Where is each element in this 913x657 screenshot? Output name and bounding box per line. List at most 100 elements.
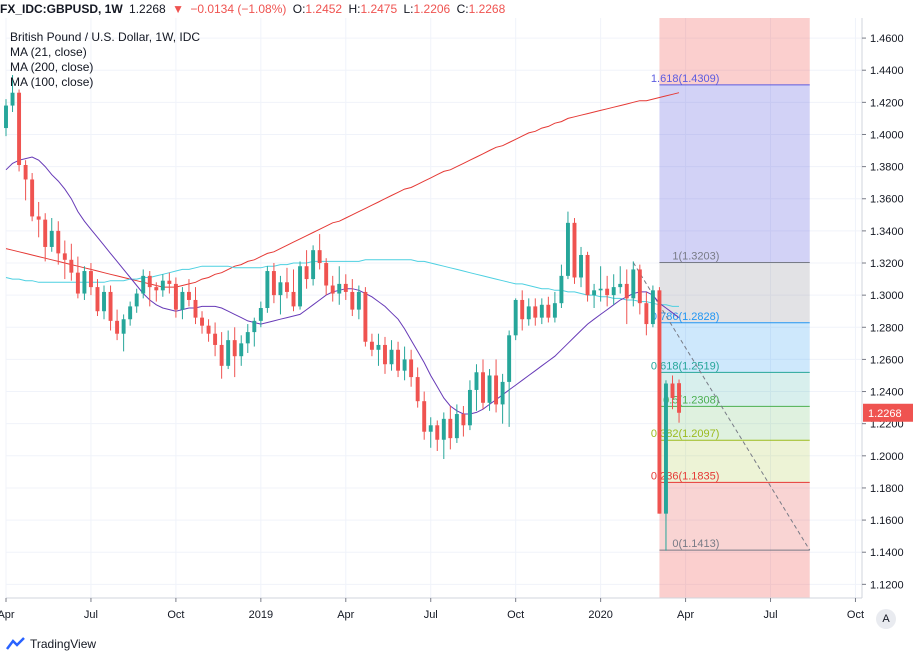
x-tick-label: Oct xyxy=(507,609,524,621)
candle-body xyxy=(605,288,610,296)
candle-body xyxy=(56,230,61,254)
brand-name[interactable]: TradingView xyxy=(30,637,97,651)
candle xyxy=(533,298,538,326)
candle xyxy=(611,274,616,305)
symbol-name[interactable]: FX_IDC:GBPUSD, 1W xyxy=(0,2,123,16)
candle-body xyxy=(337,283,342,294)
close-label: C: xyxy=(456,2,469,16)
candle xyxy=(481,359,485,410)
candle-body xyxy=(232,340,237,357)
candle xyxy=(75,256,80,299)
x-tick-label: Jul xyxy=(84,609,98,621)
candle xyxy=(343,274,348,300)
candle xyxy=(409,349,414,387)
legend-ma200[interactable]: MA (200, close) xyxy=(10,60,94,74)
candle-body xyxy=(160,280,165,291)
open-value: 1.2452 xyxy=(305,2,343,16)
candle-body xyxy=(134,293,139,307)
candle xyxy=(36,201,41,238)
candle-body xyxy=(657,290,662,514)
candle-body xyxy=(441,418,446,440)
candle xyxy=(579,246,583,288)
candle-body xyxy=(644,303,649,325)
fib-trend-line xyxy=(632,262,811,551)
candle-body xyxy=(409,359,414,378)
candle xyxy=(30,173,35,222)
candle-body xyxy=(278,282,283,296)
fib-zone xyxy=(659,372,810,407)
instrument-title[interactable]: British Pound / U.S. Dollar, 1W, IDC xyxy=(10,30,201,44)
candle xyxy=(624,269,629,325)
low-label: L: xyxy=(403,2,414,16)
candle-body xyxy=(317,250,322,264)
candle xyxy=(258,301,263,328)
candle-body xyxy=(435,425,440,440)
candle xyxy=(193,287,198,325)
candle-body xyxy=(271,271,276,296)
candle xyxy=(17,89,22,172)
candle-body xyxy=(75,272,80,294)
candle xyxy=(317,234,322,270)
candle-body xyxy=(356,291,361,310)
candle-body xyxy=(481,372,485,403)
candle xyxy=(278,275,283,315)
candle-body xyxy=(213,333,218,345)
candle xyxy=(552,291,557,323)
candle xyxy=(226,330,231,370)
open-label: O: xyxy=(292,2,306,16)
candle xyxy=(271,263,276,304)
candle-body xyxy=(585,254,590,296)
candle-body xyxy=(369,341,374,350)
candle-body xyxy=(650,290,655,325)
candle xyxy=(219,332,224,379)
candle xyxy=(49,218,54,252)
candle xyxy=(141,269,146,299)
candle xyxy=(154,282,159,302)
legend-ma100[interactable]: MA (100, close) xyxy=(10,75,94,89)
ma21-line xyxy=(5,156,680,415)
chart-legend: British Pound / U.S. Dollar, 1W, IDC MA … xyxy=(10,30,200,90)
candle xyxy=(200,311,204,334)
candle-body xyxy=(670,383,675,398)
fib-zone xyxy=(659,550,810,598)
candle xyxy=(526,298,531,326)
candle xyxy=(546,296,551,323)
candle xyxy=(95,279,100,317)
candle-body xyxy=(415,377,420,402)
candle-body xyxy=(631,269,636,299)
candle-body xyxy=(206,325,211,334)
candle xyxy=(605,275,610,307)
y-tick-label: 1.1400 xyxy=(870,547,904,559)
candle xyxy=(507,330,512,427)
candle-body xyxy=(618,283,623,288)
candle-body xyxy=(141,275,146,294)
candle-body xyxy=(82,271,87,294)
candle-body xyxy=(598,288,603,291)
candle-body xyxy=(474,372,479,390)
candle-body xyxy=(592,290,597,296)
last-price: 1.2268 xyxy=(129,2,166,16)
candle-body xyxy=(252,320,257,333)
candle xyxy=(376,333,381,366)
candle-body xyxy=(454,414,459,439)
y-tick-label: 1.4400 xyxy=(870,65,904,77)
y-tick-label: 1.3600 xyxy=(870,194,904,206)
candle-body xyxy=(507,335,512,382)
candle xyxy=(644,291,649,336)
candle xyxy=(147,271,152,307)
legend-ma21[interactable]: MA (21, close) xyxy=(10,45,87,59)
x-tick-label: Apr xyxy=(0,609,15,621)
candle xyxy=(670,375,675,410)
candle-body xyxy=(36,216,41,220)
candle xyxy=(677,379,681,423)
auto-scale-button[interactable]: A xyxy=(876,609,896,629)
candle xyxy=(383,336,387,374)
candle-body xyxy=(565,222,570,276)
candle-body xyxy=(88,271,93,288)
candle xyxy=(121,314,126,352)
tradingview-logo-icon xyxy=(6,637,25,650)
candle-body xyxy=(291,291,296,307)
candle xyxy=(304,250,309,289)
candle-body xyxy=(363,291,368,342)
